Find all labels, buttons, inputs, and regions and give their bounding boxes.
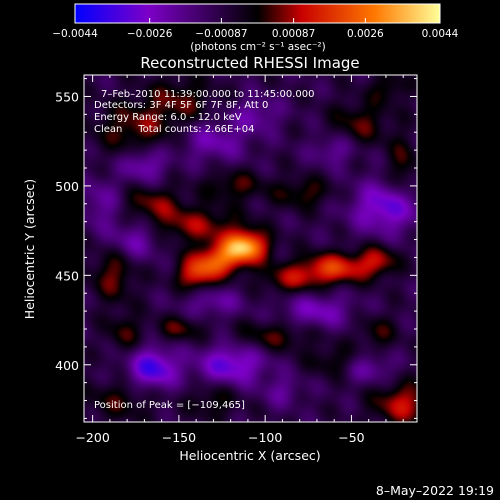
annotation-peak-position: Position of Peak = [−109,465] bbox=[94, 400, 245, 411]
x-tick-label: −150 bbox=[162, 430, 196, 445]
axis-ticks: −200 −150 −100 −50 400 450 500 550 bbox=[55, 75, 417, 445]
plot-frame bbox=[83, 74, 418, 423]
annotation-time-range: 7–Feb–2010 11:39:00.000 to 11:45:00.000 bbox=[101, 89, 314, 100]
y-tick-label: 550 bbox=[55, 89, 79, 104]
chart-title: Reconstructed RHESSI Image bbox=[140, 54, 359, 72]
y-tick-label: 450 bbox=[55, 268, 79, 283]
colorbar-frame bbox=[74, 3, 441, 24]
colorbar-tick-label: 0.0044 bbox=[422, 28, 459, 40]
annotation-detectors: Detectors: 3F 4F 5F 6F 7F 8F, Att 0 bbox=[94, 100, 268, 111]
footer-timestamp: 8–May–2022 19:19 bbox=[376, 483, 494, 498]
annotation-energy-range: Energy Range: 6.0 – 12.0 keV bbox=[94, 112, 242, 123]
plot-annotations: 7–Feb–2010 11:39:00.000 to 11:45:00.000 … bbox=[94, 89, 314, 411]
colorbar-tick-label: −0.0026 bbox=[127, 28, 173, 40]
annotation-clean-counts: Clean Total counts: 2.66E+04 bbox=[94, 124, 254, 135]
colorbar-gradient bbox=[75, 4, 440, 23]
heatmap-area bbox=[84, 75, 417, 422]
y-axis-label: Heliocentric Y (arcsec) bbox=[22, 179, 37, 319]
x-tick-label: −50 bbox=[338, 430, 364, 445]
x-tick-label: −200 bbox=[75, 430, 109, 445]
x-tick-label: −100 bbox=[248, 430, 282, 445]
colorbar-tick-label: −0.0044 bbox=[52, 28, 98, 40]
colorbar-ticks: −0.0044 −0.0026 −0.00087 0.00087 0.0026 0.004… bbox=[52, 18, 459, 40]
y-tick-label: 500 bbox=[55, 179, 79, 194]
colorbar-units-label: (photons cm⁻² s⁻¹ asec⁻²) bbox=[190, 41, 325, 53]
colorbar-tick-label: 0.0026 bbox=[347, 28, 384, 40]
y-tick-label: 400 bbox=[55, 358, 79, 373]
colorbar-tick-label: 0.00087 bbox=[272, 28, 315, 40]
heatmap-image bbox=[84, 75, 417, 422]
colorbar-tick-label: −0.00087 bbox=[195, 28, 247, 40]
x-axis-label: Heliocentric X (arcsec) bbox=[179, 448, 320, 463]
